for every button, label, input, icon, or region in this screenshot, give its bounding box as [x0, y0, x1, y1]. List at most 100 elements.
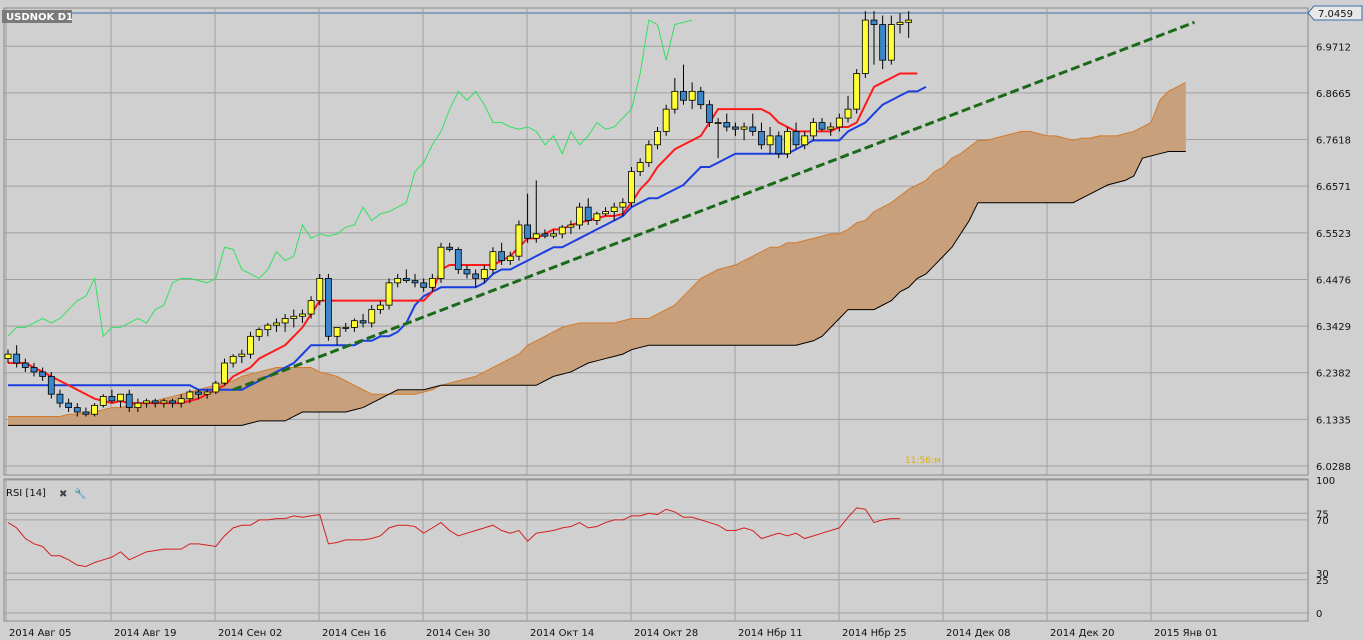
date-tick-label: 2014 Сен 02 — [218, 628, 282, 639]
candle — [264, 322, 272, 337]
candle — [541, 229, 549, 239]
candle-body-up — [376, 304, 384, 310]
close-icon[interactable]: ✖ — [59, 489, 67, 500]
candles — [4, 11, 913, 417]
candle — [463, 265, 471, 279]
candle — [134, 398, 142, 413]
candle-body-down — [732, 126, 739, 130]
candle — [30, 363, 38, 377]
candle-body-down — [697, 90, 705, 106]
candle-body-up — [264, 324, 272, 331]
candle-body-up — [203, 391, 211, 395]
candle-body-up — [368, 309, 376, 324]
candle — [108, 389, 116, 404]
price-tick-label: 6.5523 — [1316, 229, 1351, 240]
candle — [255, 327, 263, 341]
candle-body-up — [688, 90, 696, 101]
candle-body-down — [82, 411, 90, 415]
candle-body-up — [186, 391, 194, 400]
candle — [835, 113, 843, 132]
trendline-dashed[interactable] — [232, 20, 1195, 392]
candle-body-down — [39, 371, 47, 377]
candle — [584, 198, 592, 225]
candle-body-up — [350, 320, 358, 328]
candle-body-up — [671, 90, 679, 110]
price-tick-label: 6.8665 — [1316, 89, 1351, 100]
candle-body-down — [463, 269, 471, 275]
candle-body-up — [238, 353, 246, 357]
date-tick-label: 2014 Окт 14 — [530, 628, 594, 639]
candle-body-down — [749, 126, 757, 132]
candle — [359, 314, 367, 328]
rsi-tick-label: 0 — [1316, 609, 1322, 620]
candle-body-down — [792, 131, 800, 146]
price-tick-label: 6.0288 — [1316, 462, 1351, 473]
chart-title: USDNOK D1 — [6, 12, 73, 23]
candle — [169, 398, 176, 408]
date-tick-label: 2014 Нбр 25 — [842, 628, 907, 639]
rsi-line — [7, 507, 900, 567]
candle-body-up — [177, 398, 185, 404]
candle-body-up — [212, 382, 220, 393]
candle-body-up — [307, 300, 315, 315]
rsi-tick-label: 25 — [1316, 576, 1329, 587]
chikou-span — [7, 19, 693, 338]
candle-body-up — [654, 131, 661, 146]
candle-body-up — [247, 335, 254, 355]
candle-body-up — [91, 404, 98, 415]
cloud-fill — [8, 82, 1186, 426]
candle — [740, 122, 748, 141]
candle — [732, 122, 739, 136]
candle — [411, 273, 419, 288]
candle-body-down — [420, 282, 428, 288]
candle-body-up — [4, 353, 12, 359]
candle — [801, 131, 809, 150]
axes: 6.0288 6.1335 6.2382 6.3429 6.4476 6.5523 6.65… — [9, 42, 1351, 639]
candle — [905, 11, 913, 38]
candle — [56, 389, 64, 408]
candle — [506, 251, 514, 266]
candle — [437, 242, 445, 283]
candle-body-down — [30, 367, 38, 373]
trendline[interactable] — [232, 20, 1195, 392]
candle — [602, 207, 609, 217]
candle-body-down — [758, 131, 765, 146]
candle — [325, 273, 332, 341]
candle-body-up — [221, 362, 228, 384]
candle — [247, 331, 254, 359]
wrench-icon[interactable]: 🔧 — [74, 487, 86, 500]
candle — [524, 193, 531, 243]
candle-body-down — [723, 122, 731, 128]
date-tick-label: 2015 Янв 01 — [1154, 628, 1218, 639]
candle — [333, 326, 341, 346]
candle-body-up — [506, 255, 514, 261]
candle-body-up — [861, 19, 869, 74]
last-price-label: 7.0459 — [1318, 9, 1353, 20]
candle-body-down — [169, 400, 176, 404]
candle-body-down — [359, 320, 367, 324]
candle-body-down — [775, 135, 783, 155]
candle — [844, 95, 852, 123]
candle-body-up — [844, 108, 852, 119]
rsi-panel — [7, 507, 900, 567]
candle-body-up — [835, 117, 843, 128]
candle — [238, 349, 246, 364]
candle-body-up — [827, 126, 835, 130]
candle — [195, 389, 202, 399]
candle — [342, 322, 350, 332]
candle-body-up — [801, 135, 809, 146]
candle — [316, 273, 324, 306]
candle-body-up — [134, 402, 142, 408]
candle-body-down — [151, 400, 159, 404]
date-tick-label: 2014 Сен 16 — [322, 628, 386, 639]
candle-body-up — [610, 206, 618, 212]
candle-body-down — [47, 375, 55, 395]
candle-body-up — [740, 126, 748, 130]
candle-body-up — [489, 251, 497, 270]
candle-body-down — [524, 224, 531, 239]
candle — [229, 354, 237, 368]
candle-body-down — [818, 122, 826, 130]
candle — [809, 118, 817, 141]
tenkan-sen — [8, 72, 918, 405]
candle — [818, 118, 826, 132]
